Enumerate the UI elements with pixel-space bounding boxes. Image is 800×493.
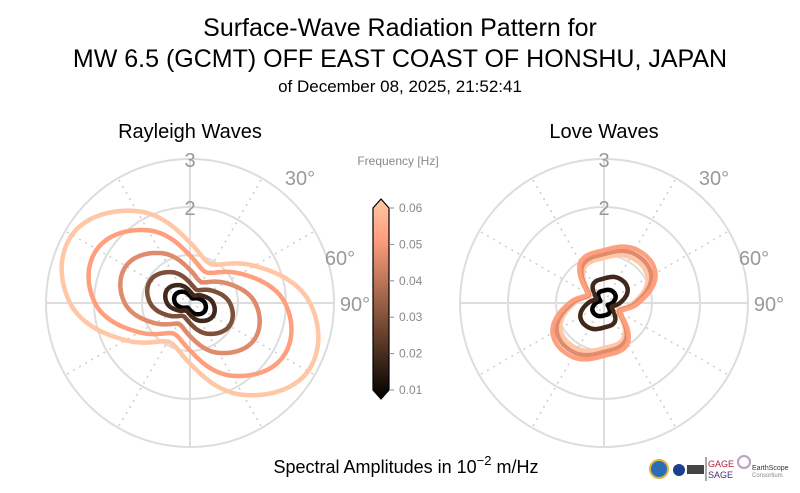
pattern-curve-0.03hz	[144, 269, 236, 337]
colorbar-tick-label: 0.06	[399, 201, 423, 215]
angular-gridline	[603, 177, 677, 304]
pattern-curve-0.045hz	[118, 250, 262, 356]
radial-tick-label: 2	[184, 198, 195, 220]
sage-logo: SAGE	[708, 470, 733, 480]
pattern-curve-0.01hz	[171, 289, 209, 317]
radial-gridline	[459, 158, 749, 448]
polar-panel-rayleigh: Rayleigh Waves 2 3 30° 60° 90°	[45, 121, 370, 448]
gage-logo: GAGE	[708, 459, 734, 469]
usgs-logo	[687, 465, 704, 474]
pattern-curve-0.05hz	[550, 244, 658, 362]
angular-gridline	[117, 177, 191, 304]
polar-panel-love: Love Waves 2 3 30° 60° 90°	[459, 121, 784, 448]
radial-gridline	[45, 158, 335, 448]
angle-tick-label: 90°	[340, 294, 370, 316]
colorbar-tick-label: 0.05	[399, 237, 423, 251]
angular-gridline	[603, 302, 677, 429]
angle-tick-label: 30°	[285, 168, 315, 190]
angle-tick-label: 60°	[739, 248, 769, 270]
radial-tick-label: 3	[598, 150, 609, 172]
pattern-curve-0.02hz	[163, 282, 217, 324]
title-line-1: Surface-Wave Radiation Pattern for	[203, 14, 597, 42]
x-axis-label: Spectral Amplitudes in 10−2 m/Hz	[274, 453, 539, 477]
svg-text:EarthScope: EarthScope	[752, 465, 789, 472]
colorbar-tick-label: 0.01	[399, 383, 423, 397]
pattern-curve-0.05hz	[86, 227, 294, 379]
title-line-3: of December 08, 2025, 21:52:41	[278, 77, 522, 96]
radial-gridline	[507, 206, 701, 400]
angular-gridline	[117, 302, 191, 429]
angular-gridline	[603, 302, 730, 376]
radial-tick-label: 2	[598, 198, 609, 220]
angular-gridline	[189, 302, 263, 429]
colorbar-tick-label: 0.02	[399, 347, 423, 361]
pattern-curve-0.06hz	[59, 208, 321, 398]
colorbar-bar	[372, 198, 390, 400]
angular-gridline	[64, 230, 191, 304]
colorbar-tick-label: 0.03	[399, 310, 423, 324]
title-line-2: MW 6.5 (GCMT) OFF EAST COAST OF HONSHU, …	[73, 45, 727, 73]
pattern-curve-0.01hz	[590, 287, 618, 319]
angular-gridline	[189, 177, 263, 304]
angle-tick-label: 90°	[754, 294, 784, 316]
angular-gridline	[531, 177, 605, 304]
angular-gridline	[64, 302, 191, 376]
angular-gridline	[478, 230, 605, 304]
svg-text:Consortium: Consortium	[752, 473, 783, 479]
colorbar: Frequency [Hz] 0.01 0.02 0.03 0.04 0.05 0.06	[357, 154, 439, 400]
angular-gridline	[189, 230, 316, 304]
angular-gridline	[478, 302, 605, 376]
colorbar-label: Frequency [Hz]	[357, 154, 438, 168]
nsf-logo	[649, 459, 669, 479]
angle-tick-label: 60°	[325, 248, 355, 270]
sponsor-logos: GAGE SAGE EarthScope Consortium	[649, 455, 789, 481]
angular-gridline	[531, 302, 605, 429]
panel-title: Rayleigh Waves	[118, 121, 262, 143]
radial-tick-label: 3	[184, 150, 195, 172]
panel-title: Love Waves	[549, 121, 658, 143]
pattern-curve-0.02hz	[578, 274, 630, 332]
earthscope-logo	[737, 455, 751, 469]
nasa-logo	[673, 464, 685, 476]
angular-gridline	[603, 230, 730, 304]
colorbar-tick-label: 0.04	[399, 274, 423, 288]
angular-gridline	[189, 302, 316, 376]
angle-tick-label: 30°	[699, 168, 729, 190]
